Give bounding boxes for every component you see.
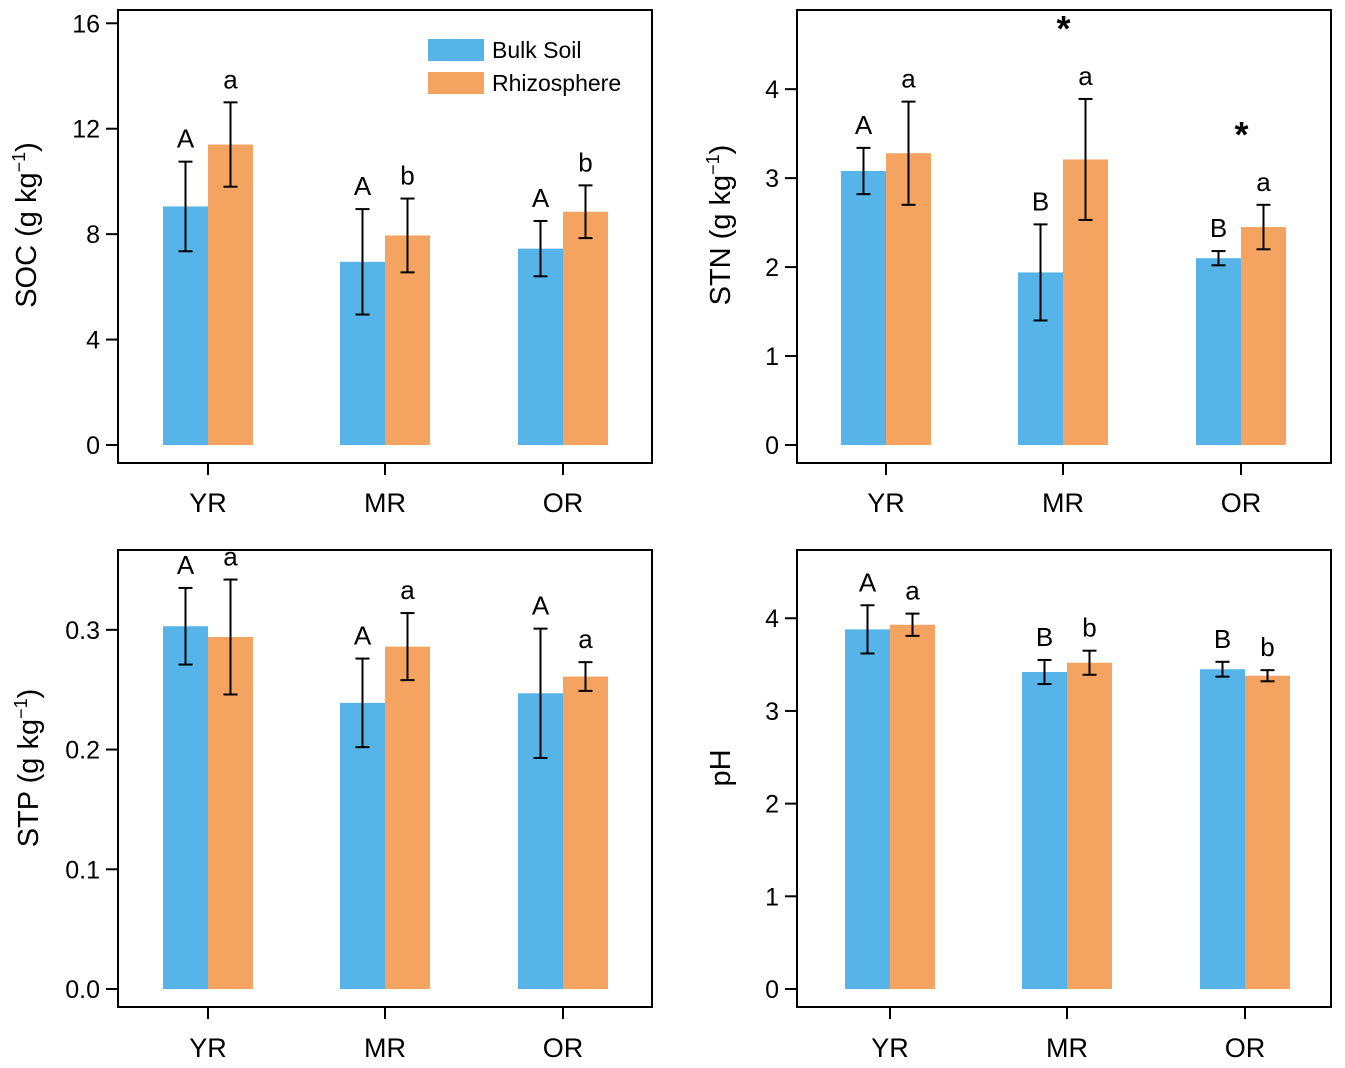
x-tick-label: MR bbox=[1046, 1033, 1088, 1063]
bar-bulk-YR bbox=[163, 626, 208, 989]
y-tick-label: 3 bbox=[765, 698, 779, 726]
significance-label: A bbox=[354, 171, 372, 201]
legend: Bulk Soil Rhizosphere bbox=[428, 37, 621, 96]
significance-star: * bbox=[1234, 114, 1248, 155]
y-axis-label-superscript: −1 bbox=[9, 152, 29, 173]
y-tick-label: 16 bbox=[72, 10, 100, 38]
significance-label: A bbox=[859, 567, 877, 597]
significance-label: B bbox=[1210, 213, 1227, 243]
chart-panel-stp: 0.0 0.1 0.2 0.3 YR MR OR STP (g kg−1) A A Aa a a bbox=[11, 542, 653, 1063]
bar-bulk-OR bbox=[1200, 669, 1245, 989]
y-tick-label: 0.2 bbox=[65, 737, 100, 765]
y-tick-label: 12 bbox=[72, 116, 100, 144]
x-tick-label: MR bbox=[364, 1033, 406, 1063]
y-axis-label-superscript: −1 bbox=[703, 154, 723, 175]
x-tick-label: YR bbox=[189, 488, 227, 518]
bar-rhizosphere-MR bbox=[385, 646, 430, 989]
chart-panel-soc: 0 4 8 12 16 YR MR OR SOC (g kg−1) A A Aa b b bbox=[9, 9, 653, 518]
bar-rhizosphere-YR bbox=[208, 637, 253, 989]
significance-label: b bbox=[578, 147, 592, 177]
significance-label: b bbox=[1082, 613, 1096, 643]
x-tick-label: YR bbox=[867, 488, 905, 518]
bar-bulk-YR bbox=[845, 629, 890, 989]
bar-rhizosphere-OR bbox=[563, 676, 608, 989]
x-tick-label: OR bbox=[543, 1033, 584, 1063]
y-axis-label-close: ) bbox=[705, 145, 737, 155]
significance-label: A bbox=[855, 110, 873, 140]
y-tick-label: 3 bbox=[765, 165, 779, 193]
bar-bulk-YR bbox=[841, 171, 886, 445]
y-axis-label-superscript: −1 bbox=[11, 698, 31, 719]
x-tick-label: YR bbox=[871, 1033, 909, 1063]
chart-panel-stn: 0 1 2 3 4 YR MR OR STN (g kg−1) A B Ba a a * * bbox=[703, 8, 1332, 518]
bar-rhizosphere-YR bbox=[890, 624, 935, 989]
significance-label: A bbox=[177, 124, 195, 154]
significance-label: a bbox=[905, 576, 920, 606]
bar-rhizosphere-OR bbox=[563, 211, 608, 445]
y-axis-label: pH bbox=[705, 749, 737, 786]
y-axis-label-close: ) bbox=[11, 142, 43, 152]
y-tick-label: 8 bbox=[86, 221, 100, 249]
significance-label: B bbox=[1214, 624, 1231, 654]
x-tick-label: MR bbox=[1042, 488, 1084, 518]
bar-rhizosphere-OR bbox=[1245, 675, 1290, 989]
x-tick-label: MR bbox=[364, 488, 406, 518]
bar-bulk-OR bbox=[518, 248, 563, 445]
significance-label: b bbox=[1260, 632, 1274, 662]
bar-bulk-MR bbox=[340, 702, 385, 989]
significance-label: A bbox=[354, 621, 372, 651]
bar-rhizosphere-OR bbox=[1241, 227, 1286, 445]
significance-label: a bbox=[901, 64, 916, 94]
bar-bulk-MR bbox=[1022, 672, 1067, 989]
x-tick-label: OR bbox=[1221, 488, 1262, 518]
legend-swatch-bulk bbox=[428, 39, 484, 61]
x-tick-label: YR bbox=[189, 1033, 227, 1063]
significance-label: a bbox=[400, 575, 415, 605]
significance-label: a bbox=[1256, 167, 1271, 197]
y-tick-label: 2 bbox=[765, 791, 779, 819]
significance-label: B bbox=[1036, 622, 1053, 652]
y-axis-label: SOC (g kg−1) bbox=[9, 142, 43, 308]
significance-label: a bbox=[223, 542, 238, 572]
chart-panel-ph: 0 1 2 3 4 YR MR OR pH A B Ba b b bbox=[705, 549, 1332, 1063]
y-tick-label: 0.3 bbox=[65, 617, 100, 645]
y-axis-label: STN (g kg−1) bbox=[703, 145, 737, 306]
y-axis-label: STP (g kg−1) bbox=[11, 689, 45, 848]
significance-label: A bbox=[532, 591, 550, 621]
significance-label: A bbox=[177, 550, 195, 580]
significance-label: b bbox=[400, 161, 414, 191]
bar-rhizosphere-MR bbox=[1067, 662, 1112, 989]
plot-frame bbox=[796, 549, 1332, 1008]
y-tick-label: 4 bbox=[765, 76, 779, 104]
y-axis-label-close: ) bbox=[13, 689, 45, 699]
y-tick-label: 0 bbox=[765, 976, 779, 1004]
y-tick-label: 1 bbox=[765, 883, 779, 911]
significance-label: B bbox=[1032, 186, 1049, 216]
significance-star: * bbox=[1056, 8, 1070, 49]
significance-label: a bbox=[1078, 61, 1093, 91]
y-tick-label: 0 bbox=[86, 432, 100, 460]
significance-label: A bbox=[532, 183, 550, 213]
y-tick-label: 0.1 bbox=[65, 856, 100, 884]
legend-label-bulk: Bulk Soil bbox=[492, 37, 581, 63]
y-tick-label: 0 bbox=[765, 432, 779, 460]
significance-label: a bbox=[578, 624, 593, 654]
y-tick-label: 0.0 bbox=[65, 976, 100, 1004]
x-tick-label: OR bbox=[1225, 1033, 1266, 1063]
x-tick-label: OR bbox=[543, 488, 584, 518]
y-tick-label: 4 bbox=[765, 605, 779, 633]
legend-swatch-rhizosphere bbox=[428, 72, 484, 94]
significance-label: a bbox=[223, 64, 238, 94]
bar-rhizosphere-YR bbox=[208, 144, 253, 445]
bar-bulk-OR bbox=[1196, 258, 1241, 445]
y-tick-label: 4 bbox=[86, 327, 100, 355]
y-tick-label: 1 bbox=[765, 343, 779, 371]
y-tick-label: 2 bbox=[765, 254, 779, 282]
legend-label-rhizosphere: Rhizosphere bbox=[492, 70, 621, 96]
